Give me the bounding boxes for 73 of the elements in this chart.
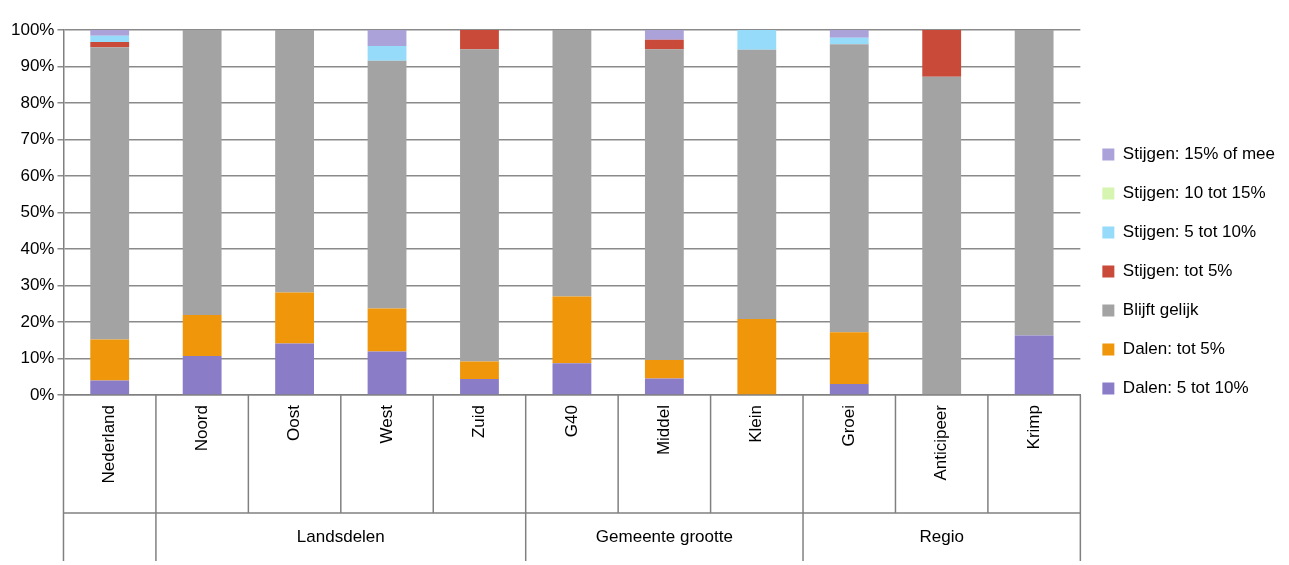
bar bbox=[552, 296, 592, 364]
legend-label: Stijgen: 15% of mee bbox=[1122, 144, 1276, 164]
legend-label: Dalen: tot 5% bbox=[1122, 339, 1225, 359]
bar bbox=[644, 39, 684, 50]
text: Regio bbox=[919, 526, 964, 546]
bar bbox=[367, 308, 407, 352]
bar bbox=[644, 30, 684, 40]
x-tick-label: Klein bbox=[746, 405, 766, 443]
x-tick-label: Zuid bbox=[469, 405, 489, 439]
x-tick-label: Groei bbox=[838, 405, 858, 447]
y-tick-label: 80% bbox=[20, 92, 55, 112]
bar bbox=[644, 359, 684, 379]
bar bbox=[829, 30, 869, 38]
bar bbox=[182, 30, 222, 316]
y-tick-label: 50% bbox=[20, 202, 55, 222]
y-tick-label: 30% bbox=[20, 275, 55, 295]
x-tick-label: Noord bbox=[191, 405, 211, 452]
legend-label: Stijgen: 10 tot 15% bbox=[1122, 183, 1266, 203]
bar bbox=[737, 30, 777, 50]
bar bbox=[737, 49, 777, 320]
bar bbox=[90, 47, 130, 340]
bar bbox=[182, 355, 222, 395]
x-tick-label: G40 bbox=[561, 405, 581, 438]
bar bbox=[829, 44, 869, 333]
bar bbox=[922, 76, 962, 395]
y-tick-label: 70% bbox=[20, 129, 55, 149]
y-tick-label: 0% bbox=[29, 384, 55, 404]
legend-label: Blijft gelijk bbox=[1122, 300, 1199, 320]
bar bbox=[275, 292, 314, 344]
bar bbox=[460, 49, 499, 362]
y-tick-label: 90% bbox=[20, 56, 55, 76]
bar bbox=[182, 315, 222, 356]
bar bbox=[367, 351, 407, 395]
bar bbox=[644, 378, 684, 395]
bar bbox=[90, 380, 130, 395]
text: Landsdelen bbox=[296, 526, 385, 546]
x-tick-label: Anticipeer bbox=[931, 404, 951, 481]
legend-label: Dalen: 5 tot 10% bbox=[1122, 378, 1249, 398]
bar bbox=[90, 339, 130, 381]
y-tick-label: 10% bbox=[20, 348, 55, 368]
bar bbox=[829, 332, 869, 385]
bar bbox=[460, 361, 499, 379]
bar bbox=[829, 384, 869, 395]
bar bbox=[552, 30, 592, 297]
bar bbox=[1014, 30, 1054, 336]
y-tick-label: 40% bbox=[20, 238, 55, 258]
bar bbox=[367, 46, 407, 61]
bar bbox=[460, 30, 499, 50]
bar bbox=[922, 30, 962, 77]
x-tick-label: Nederland bbox=[99, 405, 119, 484]
bar bbox=[1014, 335, 1054, 395]
y-tick-label: 20% bbox=[20, 311, 55, 331]
x-tick-label: Oost bbox=[284, 404, 304, 441]
y-tick-label: 60% bbox=[20, 165, 55, 185]
x-tick-label: Middel bbox=[654, 405, 674, 456]
bar bbox=[552, 363, 592, 395]
x-tick-label: Krimp bbox=[1023, 405, 1043, 450]
bar bbox=[90, 30, 130, 36]
text: Gemeente grootte bbox=[595, 526, 733, 546]
bar bbox=[90, 35, 130, 43]
legend-label: Stijgen: tot 5% bbox=[1122, 261, 1233, 281]
y-tick-label: 100% bbox=[11, 19, 55, 39]
legend-label: Stijgen: 5 tot 10% bbox=[1122, 222, 1257, 242]
bar bbox=[367, 60, 407, 309]
bar bbox=[829, 37, 869, 45]
bar bbox=[737, 319, 777, 395]
bar bbox=[460, 378, 499, 395]
bar bbox=[275, 30, 314, 293]
bar bbox=[644, 49, 684, 360]
bar bbox=[90, 42, 130, 48]
bar bbox=[367, 30, 407, 47]
bar bbox=[275, 343, 314, 395]
x-tick-label: West bbox=[376, 404, 396, 444]
